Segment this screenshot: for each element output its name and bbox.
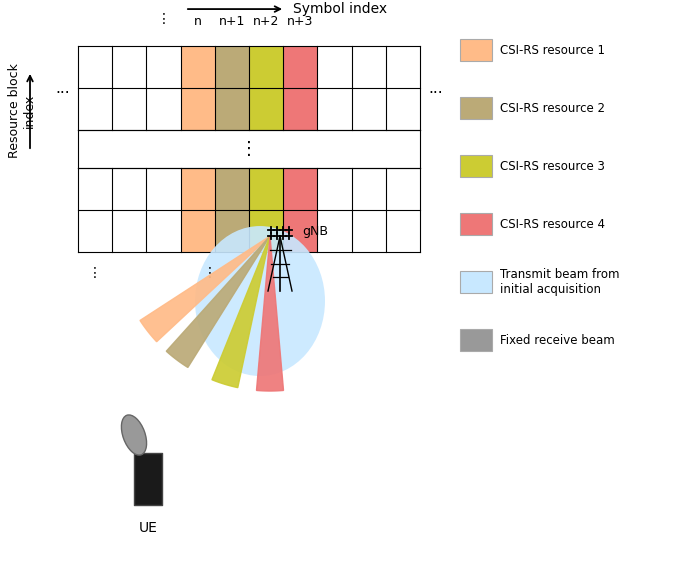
Bar [460,97,492,119]
Text: CSI-RS resource 4: CSI-RS resource 4 [500,217,605,231]
Bar [284,210,317,252]
Text: ⋮: ⋮ [88,266,102,280]
Polygon shape [256,236,284,391]
Ellipse shape [195,226,325,376]
Bar [460,213,492,235]
Polygon shape [212,236,270,388]
Bar [215,210,249,252]
Text: UE: UE [139,521,158,535]
Text: n+2: n+2 [253,15,279,28]
Bar [249,210,284,252]
Bar [181,46,215,88]
Text: n: n [194,15,202,28]
Bar [284,168,317,210]
Text: n+3: n+3 [287,15,314,28]
Bar [181,168,215,210]
Text: ⋮: ⋮ [157,12,170,26]
Bar [284,88,317,130]
Bar [249,88,284,130]
Bar [460,329,492,351]
Bar [181,88,215,130]
Text: gNB: gNB [302,224,328,238]
Bar [249,46,284,88]
Bar [284,46,317,88]
Bar [249,168,284,210]
Polygon shape [167,236,270,367]
Bar [460,155,492,177]
Text: Resource block
index: Resource block index [8,63,36,159]
Polygon shape [140,236,270,342]
Text: ⋮: ⋮ [240,140,258,158]
Bar [215,168,249,210]
Text: n+1: n+1 [218,15,245,28]
Bar [215,88,249,130]
Ellipse shape [121,415,146,455]
Text: Symbol index: Symbol index [293,2,387,16]
Bar [460,271,492,293]
Text: Fixed receive beam: Fixed receive beam [500,333,615,346]
Bar [460,39,492,61]
Text: Transmit beam from
initial acquisition: Transmit beam from initial acquisition [500,268,620,296]
Text: CSI-RS resource 3: CSI-RS resource 3 [500,160,605,173]
Bar [215,46,249,88]
Text: ...: ... [428,81,442,95]
Bar [181,210,215,252]
Text: CSI-RS resource 1: CSI-RS resource 1 [500,44,605,56]
Bar [134,453,162,505]
Text: CSI-RS resource 2: CSI-RS resource 2 [500,102,605,114]
Text: ...: ... [55,81,70,95]
Text: ⋮: ⋮ [203,266,217,280]
